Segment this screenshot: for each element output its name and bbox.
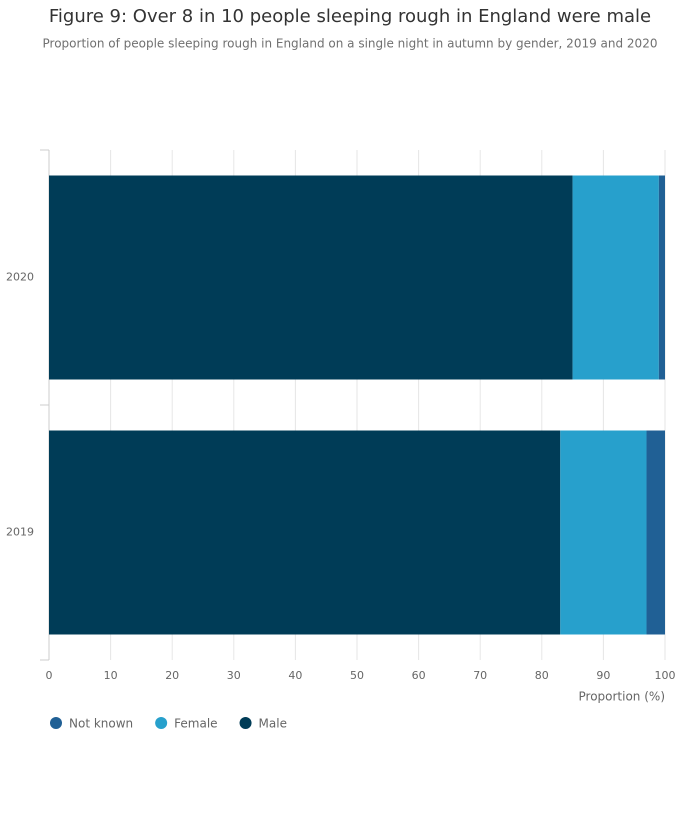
bar-segment	[49, 430, 561, 635]
legend-label: Female	[174, 717, 217, 731]
x-tick-label: 20	[165, 669, 179, 682]
legend-label: Not known	[69, 717, 133, 731]
bar-segment	[560, 430, 647, 635]
x-tick-label: 80	[535, 669, 549, 682]
y-tick-label: 2019	[6, 526, 34, 539]
x-tick-label: 60	[412, 669, 426, 682]
x-tick-label: 50	[350, 669, 364, 682]
x-tick-label: 0	[46, 669, 53, 682]
x-tick-label: 100	[655, 669, 676, 682]
legend-marker	[155, 717, 168, 729]
x-axis-label: Proportion (%)	[579, 690, 666, 704]
bar-segment	[572, 175, 659, 380]
bar-segment	[658, 175, 665, 380]
chart-subtitle: Proportion of people sleeping rough in E…	[43, 37, 658, 51]
bar-segment	[49, 175, 573, 380]
legend-marker	[50, 717, 62, 729]
chart-title: Figure 9: Over 8 in 10 people sleeping r…	[49, 6, 651, 27]
y-tick-label: 2020	[6, 271, 34, 284]
x-tick-label: 40	[288, 669, 302, 682]
legend-marker	[239, 717, 252, 729]
x-tick-label: 30	[227, 669, 241, 682]
legend-label: Male	[259, 717, 287, 731]
x-tick-label: 10	[104, 669, 118, 682]
x-tick-label: 70	[473, 669, 487, 682]
bar-segment	[646, 430, 665, 635]
x-tick-label: 90	[596, 669, 610, 682]
